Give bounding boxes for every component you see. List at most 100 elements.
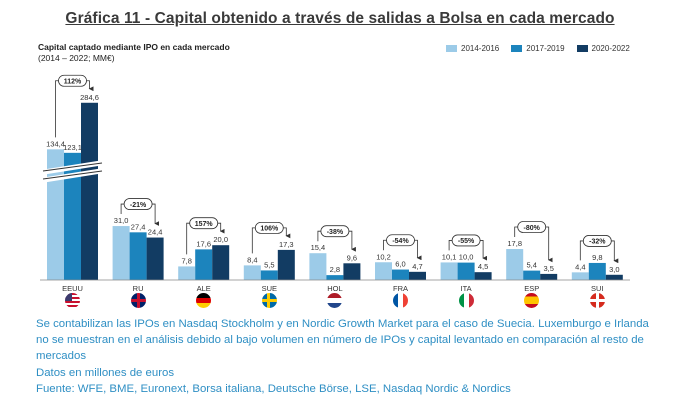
change-pill-sui xyxy=(582,235,612,247)
x-tick-ita: ITA xyxy=(461,284,472,293)
germany-flag-icon xyxy=(196,293,212,308)
value-label-hol-1: 15,4 xyxy=(311,243,326,252)
change-pill-eeuu xyxy=(58,74,87,87)
change-label-hol: -38% xyxy=(327,229,344,236)
x-tick-sui: SUI xyxy=(591,284,604,293)
uk-flag-icon xyxy=(130,293,146,308)
bar-ita-2 xyxy=(457,262,475,280)
bar-ale-1 xyxy=(178,266,196,280)
switzerland-flag-icon xyxy=(589,293,605,308)
legend-swatch-3 xyxy=(576,45,588,52)
value-label-fra-3: 4,7 xyxy=(412,262,422,271)
change-pill-esp xyxy=(517,221,547,233)
change-label-fra: -54% xyxy=(392,238,409,245)
legend-item-1: 2014-2016 xyxy=(446,44,499,53)
bar-esp-2 xyxy=(523,270,541,280)
bar-ru-2 xyxy=(129,232,147,280)
value-label-esp-3: 3,5 xyxy=(543,264,553,273)
bars-layer xyxy=(47,102,623,280)
value-label-eeuu-2: 123,1 xyxy=(63,143,82,152)
axis-break-line-1 xyxy=(42,162,103,172)
chart-title: Gráfica 11 - Capital obtenido a través d… xyxy=(65,10,615,27)
change-label-sui: -32% xyxy=(589,239,606,246)
bar-fra-1 xyxy=(375,262,392,280)
value-label-ita-2: 10,0 xyxy=(459,253,474,262)
spain-flag-icon xyxy=(524,293,540,308)
bar-eeuu-1 xyxy=(47,149,64,280)
bar-sui-2 xyxy=(588,262,606,280)
change-pill-sue xyxy=(254,221,284,234)
value-label-ale-1: 7,8 xyxy=(181,256,191,265)
bar-ru-3 xyxy=(146,237,164,280)
bar-eeuu-2 xyxy=(64,152,81,280)
x-axis-layer: EEUU RU ALE SUE HOL FRA ITA ESP SUI xyxy=(40,160,630,293)
value-label-ru-2: 27,4 xyxy=(131,222,146,231)
axis-break-gap-1 xyxy=(42,160,102,175)
value-label-eeuu-3: 284,6 xyxy=(80,93,99,102)
value-label-ale-3: 20,0 xyxy=(213,235,228,244)
value-label-sui-2: 9,8 xyxy=(592,253,602,262)
legend-label-1: 2014-2016 xyxy=(461,44,500,53)
bar-hol-1 xyxy=(309,253,327,280)
footnote-scope: Se contabilizan las IPOs en Nasdaq Stock… xyxy=(36,318,649,363)
change-label-sue: 106% xyxy=(260,226,279,233)
footnotes: Se contabilizan las IPOs en Nasdaq Stock… xyxy=(36,316,656,397)
footnote-source: Fuente: WFE, BME, Euronext, Borsa italia… xyxy=(36,382,511,395)
us-flag-canton xyxy=(65,293,72,301)
change-label-ita: -55% xyxy=(458,238,475,245)
change-annotations-layer: 112% -21% 157% 106% -38% -54% -55% -80% -32% xyxy=(55,74,619,264)
bar-ita-1 xyxy=(440,262,458,280)
subtitle-line-2: (2014 – 2022; MM€) xyxy=(38,53,115,63)
subtitle-line-1: Capital captado mediante IPO en cada mer… xyxy=(38,42,230,52)
value-label-ita-3: 4,5 xyxy=(478,262,488,271)
chart-subtitle: Capital captado mediante IPO en cada mer… xyxy=(38,42,230,64)
change-pill-fra xyxy=(386,234,415,247)
x-tick-ale: ALE xyxy=(197,284,211,293)
bar-sue-2 xyxy=(260,270,278,280)
value-label-fra-1: 10,2 xyxy=(376,252,391,261)
bar-hol-2 xyxy=(326,275,344,280)
bar-fra-2 xyxy=(392,269,409,280)
x-tick-fra: FRA xyxy=(393,284,408,293)
value-label-ale-2: 17,6 xyxy=(196,239,211,248)
x-tick-esp: ESP xyxy=(524,284,539,293)
legend-swatch-2 xyxy=(511,45,523,52)
legend-label-2: 2017-2019 xyxy=(526,44,565,53)
change-pill-ru xyxy=(123,198,153,210)
value-label-sui-3: 3,0 xyxy=(609,265,619,274)
bar-sue-3 xyxy=(277,249,295,280)
value-label-sue-2: 5,5 xyxy=(264,260,274,269)
bar-fra-3 xyxy=(409,271,426,280)
value-label-sue-1: 8,4 xyxy=(247,255,257,264)
value-label-ru-1: 31,0 xyxy=(114,216,129,225)
bar-esp-3 xyxy=(540,273,558,280)
chart-legend: 2014-2016 2017-2019 2020-2022 xyxy=(446,44,630,53)
value-label-ru-3: 24,4 xyxy=(148,228,163,237)
sweden-flag-icon xyxy=(261,293,277,308)
x-tick-sue: SUE xyxy=(262,284,277,293)
bar-ale-3 xyxy=(212,245,230,280)
value-label-sue-3: 17,3 xyxy=(279,240,294,249)
change-label-ale: 157% xyxy=(195,221,214,228)
x-tick-ru: RU xyxy=(133,284,144,293)
change-label-eeuu: 112% xyxy=(64,79,82,86)
legend-item-2: 2017-2019 xyxy=(511,44,565,53)
bar-eeuu-3 xyxy=(81,102,98,280)
change-label-ru: -21% xyxy=(130,202,147,209)
value-label-hol-2: 2,8 xyxy=(330,265,340,274)
value-label-esp-1: 17,8 xyxy=(507,239,522,248)
france-flag-icon xyxy=(393,293,408,308)
italy-flag-icon xyxy=(458,293,474,308)
axis-break-gap-2 xyxy=(42,168,102,183)
bar-ita-3 xyxy=(474,272,492,280)
value-label-ita-1: 10,1 xyxy=(442,252,457,261)
legend-label-3: 2020-2022 xyxy=(591,44,630,53)
legend-swatch-1 xyxy=(446,45,457,52)
x-tick-eeuu: EEUU xyxy=(62,284,83,293)
bar-sue-1 xyxy=(243,265,261,280)
bar-sui-1 xyxy=(571,272,589,280)
change-pill-ale xyxy=(189,217,219,230)
footnote-units: Datos en millones de euros xyxy=(36,366,175,379)
